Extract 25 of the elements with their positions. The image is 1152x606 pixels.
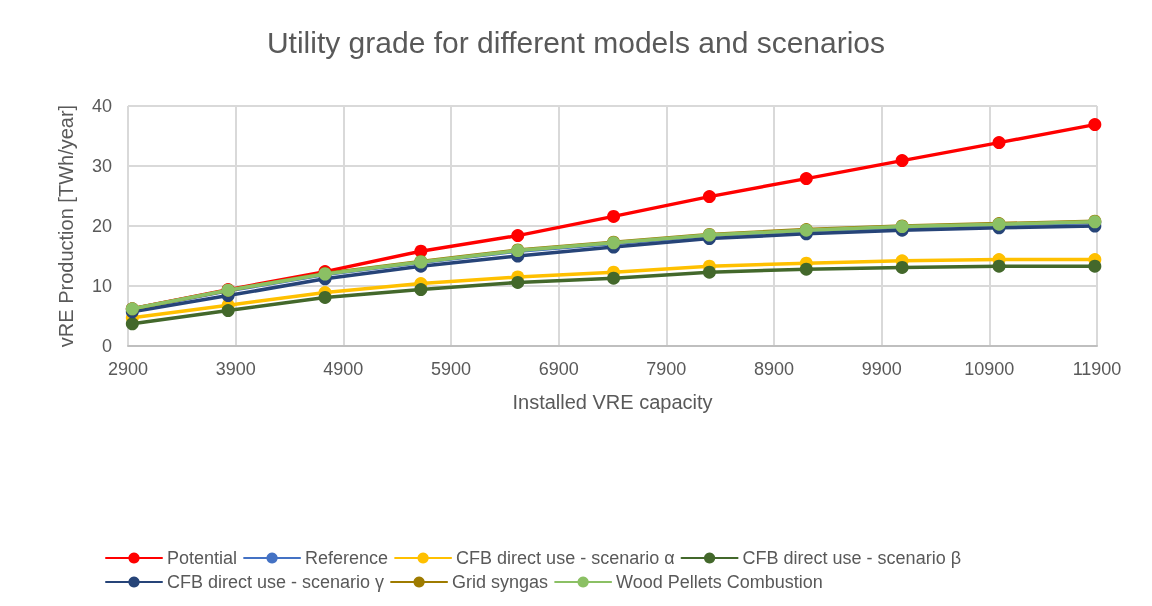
y-tick-label: 10 (91, 276, 112, 296)
x-tick-label: 7900 (646, 359, 687, 379)
x-axis-title: Installed VRE capacity (512, 391, 713, 413)
x-tick-label: 9900 (861, 359, 902, 379)
y-tick-label: 30 (91, 156, 112, 176)
x-tick-label: 6900 (538, 359, 579, 379)
legend-label: CFB direct use - scenario α (456, 548, 675, 568)
x-tick-label: 11900 (1072, 359, 1122, 379)
x-tick-label: 3900 (215, 359, 256, 379)
x-tick-label: 4900 (323, 359, 364, 379)
y-tick-label: 40 (91, 96, 112, 116)
x-tick-label: 5900 (430, 359, 472, 379)
chart-title: Utility grade for different models and scenarios (266, 25, 886, 59)
legend-label: Grid syngas (452, 572, 549, 592)
legend-label: Wood Pellets Combustion (616, 572, 823, 592)
legend-label: CFB direct use - scenario γ (167, 572, 385, 592)
y-tick-label: 20 (91, 216, 112, 236)
y-tick-label: 0 (101, 336, 112, 356)
legend-label: Reference (305, 548, 389, 568)
legend-label: CFB direct use - scenario β (742, 548, 962, 568)
legend-label: Potential (167, 548, 238, 568)
x-tick-label: 2900 (107, 359, 149, 379)
x-tick-label: 8900 (753, 359, 795, 379)
x-tick-label: 10900 (964, 359, 1015, 379)
y-axis-title: vRE Production [TWh/year] (55, 104, 77, 348)
